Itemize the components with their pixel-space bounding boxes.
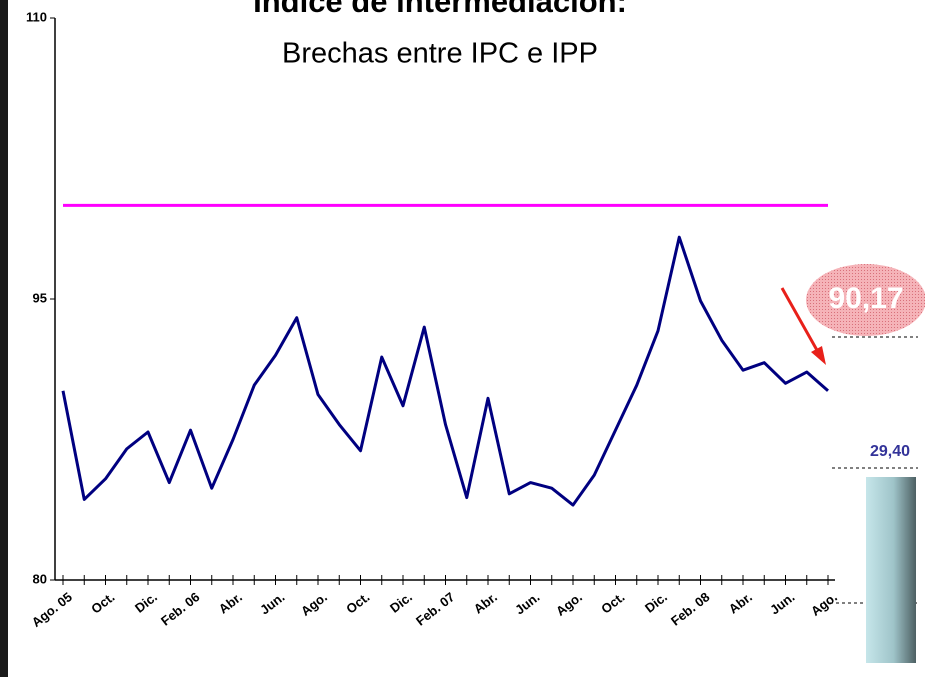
x-tick-label: Feb. 07	[413, 589, 458, 628]
left-border	[0, 0, 8, 677]
x-tick-label: Feb. 06	[158, 589, 203, 628]
annotation: 90,17	[828, 282, 903, 315]
chart-subtitle: Brechas entre IPC e IPP	[282, 38, 598, 70]
arrow	[780, 287, 820, 353]
y-tick-label: 80	[33, 571, 47, 586]
x-tick-label: Ago.	[298, 589, 330, 619]
y-tick-label: 110	[26, 9, 47, 24]
x-tick-label: Dic.	[132, 589, 160, 615]
x-tick-label: Oct.	[343, 589, 372, 616]
x-tick-label: Oct.	[598, 589, 627, 616]
y-tick-label: 95	[33, 290, 47, 305]
x-tick-label: Jun.	[257, 589, 287, 617]
x-tick-label: Dic.	[642, 589, 670, 615]
x-tick-label: Ago. 05	[29, 589, 75, 630]
annotation: 29,40	[870, 443, 910, 460]
x-tick-label: Jun.	[512, 589, 542, 617]
x-tick-label: Abr.	[471, 589, 500, 616]
x-tick-label: Abr.	[216, 589, 245, 616]
x-tick-label: Ago.	[808, 589, 840, 619]
x-tick-label: Abr.	[726, 589, 755, 616]
x-tick-label: Oct.	[88, 589, 117, 616]
data-line	[61, 235, 829, 507]
chart-title: Índice de intermediación:	[253, 0, 627, 19]
arrow-head	[811, 346, 826, 365]
x-tick-label: Dic.	[387, 589, 415, 615]
side-bar	[866, 477, 916, 663]
highlight-ellipse	[806, 264, 925, 336]
x-tick-label: Feb. 08	[668, 589, 713, 628]
x-tick-label: Ago.	[553, 589, 585, 619]
x-tick-label: Jun.	[767, 589, 797, 617]
